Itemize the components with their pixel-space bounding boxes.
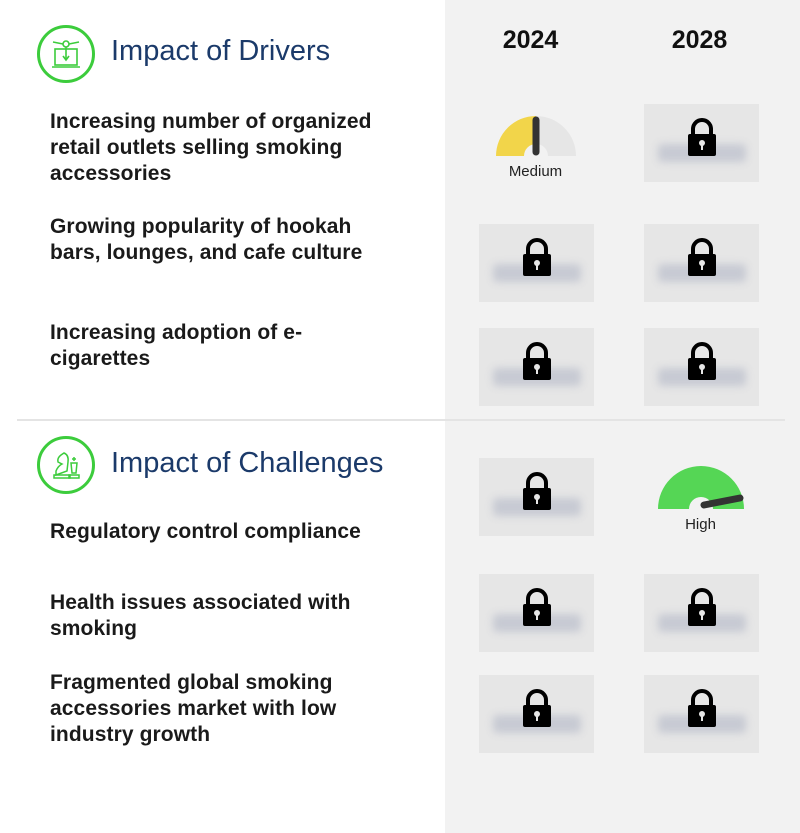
locked-impact-cell[interactable] <box>479 328 594 406</box>
locked-impact-cell[interactable] <box>479 458 594 536</box>
lock-icon <box>523 472 551 510</box>
locked-impact-cell[interactable] <box>644 328 759 406</box>
impact-gauge-high: High <box>643 465 758 533</box>
gauge-icon <box>495 116 576 156</box>
driver-label: Growing popularity of hookah bars, loung… <box>50 215 363 264</box>
locked-impact-cell[interactable] <box>644 224 759 302</box>
year-header-2028: 2028 <box>671 26 728 54</box>
lock-icon <box>688 342 716 380</box>
challenge-label: Regulatory control compliance <box>50 520 361 543</box>
year-header-2024: 2024 <box>502 26 559 54</box>
challenge-label: Fragmented global smoking accessories ma… <box>50 671 337 746</box>
section-divider <box>17 419 785 421</box>
driver-label: Increasing adoption of e-cigarettes <box>50 321 303 370</box>
challenges-title: Impact of Challenges <box>111 447 384 479</box>
lock-icon <box>688 588 716 626</box>
lock-icon <box>523 588 551 626</box>
impact-level-label: High <box>685 516 716 533</box>
lock-icon <box>688 118 716 156</box>
chess-icon <box>53 452 80 479</box>
locked-impact-cell[interactable] <box>479 224 594 302</box>
lock-icon <box>523 689 551 727</box>
drivers-icon <box>37 25 95 83</box>
impact-gauge-medium: Medium <box>478 112 593 180</box>
locked-impact-cell[interactable] <box>644 574 759 652</box>
locked-impact-cell[interactable] <box>479 574 594 652</box>
driver-label: Increasing number of organized retail ou… <box>50 110 372 185</box>
lock-icon <box>523 238 551 276</box>
impact-level-label: Medium <box>508 163 563 180</box>
challenge-label: Health issues associated with smoking <box>50 591 351 640</box>
challenges-icon <box>37 436 95 494</box>
machine-icon <box>52 40 80 68</box>
drivers-title: Impact of Drivers <box>111 35 331 67</box>
locked-impact-cell[interactable] <box>644 675 759 753</box>
gauge-icon <box>657 466 744 509</box>
lock-icon <box>688 689 716 727</box>
locked-impact-cell[interactable] <box>479 675 594 753</box>
locked-impact-cell[interactable] <box>644 104 759 182</box>
lock-icon <box>523 342 551 380</box>
lock-icon <box>688 238 716 276</box>
